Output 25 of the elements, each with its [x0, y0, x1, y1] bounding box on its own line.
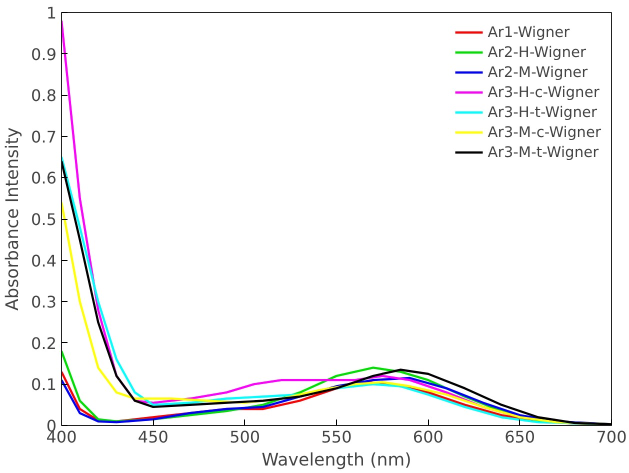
y-tick-label: 0.2 — [31, 334, 57, 353]
x-tick-label: 450 — [138, 428, 168, 446]
y-tick-label: 0.7 — [31, 127, 57, 146]
x-tick-label: 600 — [412, 428, 444, 446]
legend-label: Ar3-M-c-Wigner — [488, 124, 601, 140]
legend-label: Ar3-H-t-Wigner — [488, 104, 598, 120]
y-tick-label: 1 — [46, 4, 57, 22]
y-tick-label: 0.5 — [31, 210, 57, 229]
x-tick-label: 500 — [230, 428, 260, 446]
x-tick-label: 700 — [596, 428, 627, 446]
legend-label: Ar3-M-t-Wigner — [488, 144, 599, 160]
y-tick-label: 0.1 — [31, 375, 57, 394]
legend-label: Ar2-H-Wigner — [488, 44, 586, 60]
y-axis-title: Absorbance Intensity — [3, 127, 24, 311]
x-tick-label: 550 — [321, 428, 352, 446]
legend-label: Ar3-H-c-Wigner — [488, 84, 600, 100]
y-tick-label: 0.3 — [31, 292, 57, 312]
y-tick-label: 0.4 — [31, 251, 57, 270]
x-axis-title: Wavelength (nm) — [262, 450, 412, 470]
x-tick-label: 650 — [504, 428, 536, 446]
y-tick-label: 0.6 — [31, 168, 57, 188]
legend-label: Ar2-M-Wigner — [488, 64, 588, 80]
y-tick-label: 0.9 — [31, 44, 57, 64]
y-tick-label: 0.8 — [31, 86, 57, 106]
legend-label: Ar1-Wigner — [488, 24, 570, 40]
